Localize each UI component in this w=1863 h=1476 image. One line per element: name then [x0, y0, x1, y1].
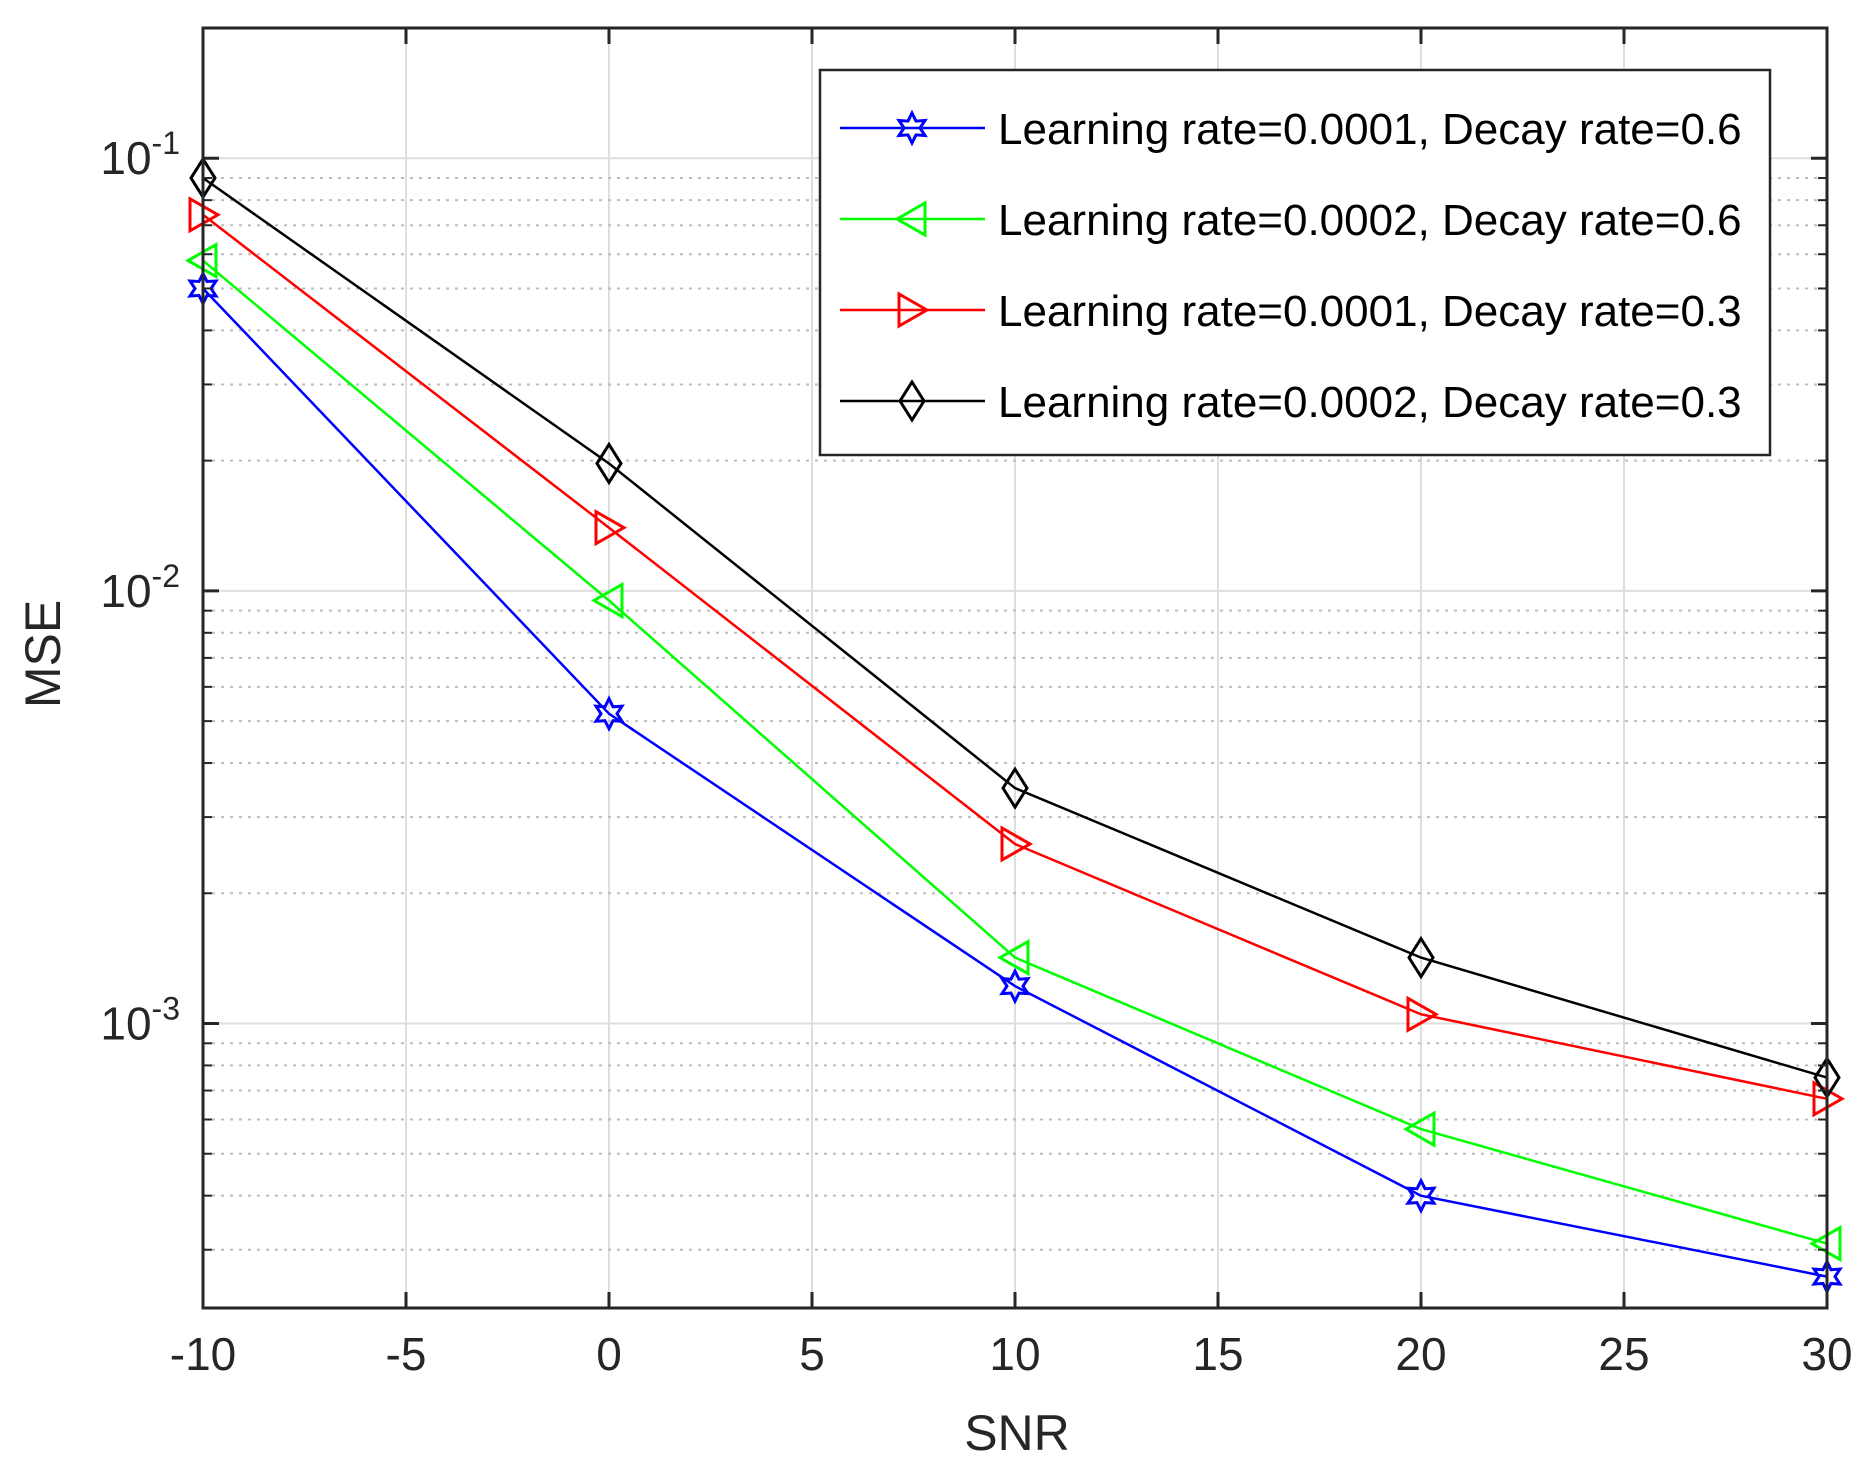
legend-marker — [896, 109, 928, 147]
legend-box — [818, 68, 1772, 457]
data-point — [1001, 766, 1029, 810]
data-point — [1407, 935, 1435, 980]
series-line — [202, 287, 1828, 1278]
legend-label: Learning rate=0.0001, Decay rate=0.3 — [998, 287, 1742, 336]
y-tick-label: 10-1 — [100, 125, 180, 184]
data-point — [999, 967, 1031, 1005]
legend-marker — [898, 379, 926, 423]
legend-label: Learning rate=0.0002, Decay rate=0.3 — [998, 378, 1742, 427]
x-tick-label: -10 — [170, 1328, 236, 1380]
legend-label: Learning rate=0.0002, Decay rate=0.6 — [998, 196, 1742, 245]
x-tick-label: 15 — [1192, 1328, 1243, 1380]
data-point — [996, 939, 1030, 977]
data-point — [594, 509, 628, 547]
series-line — [202, 213, 1828, 1101]
legend-marker — [897, 291, 931, 329]
series-line — [202, 176, 1828, 1079]
legend-label: Learning rate=0.0001, Decay rate=0.6 — [998, 105, 1742, 154]
tick-labels: -10 -5 0 5 10 15 20 25 30 10-1 10-2 10-3 — [100, 125, 1852, 1380]
legend-marker — [893, 200, 927, 238]
x-tick-label: 0 — [596, 1328, 622, 1380]
y-axis-title: MSE — [15, 600, 71, 708]
x-tick-label: 20 — [1395, 1328, 1446, 1380]
x-tick-label: 5 — [799, 1328, 825, 1380]
data-point — [590, 581, 624, 620]
data-point — [1402, 1110, 1436, 1148]
x-tick-label: 25 — [1598, 1328, 1649, 1380]
data-point — [1000, 825, 1034, 863]
legend: Learning rate=0.0001, Decay rate=0.6 Lear… — [818, 68, 1772, 457]
x-tick-label: 10 — [989, 1328, 1040, 1380]
data-point — [595, 441, 623, 486]
y-tick-label: 10-2 — [100, 558, 180, 617]
axis-ticks — [201, 27, 1829, 1308]
x-axis-title: SNR — [964, 1405, 1070, 1461]
data-point — [1406, 995, 1440, 1033]
y-tick-label: 10-3 — [100, 991, 180, 1050]
x-tick-label: 30 — [1801, 1328, 1852, 1380]
data-point — [593, 695, 625, 733]
series-line — [202, 259, 1828, 1245]
data-point — [1405, 1177, 1437, 1215]
x-tick-label: -5 — [386, 1328, 427, 1380]
